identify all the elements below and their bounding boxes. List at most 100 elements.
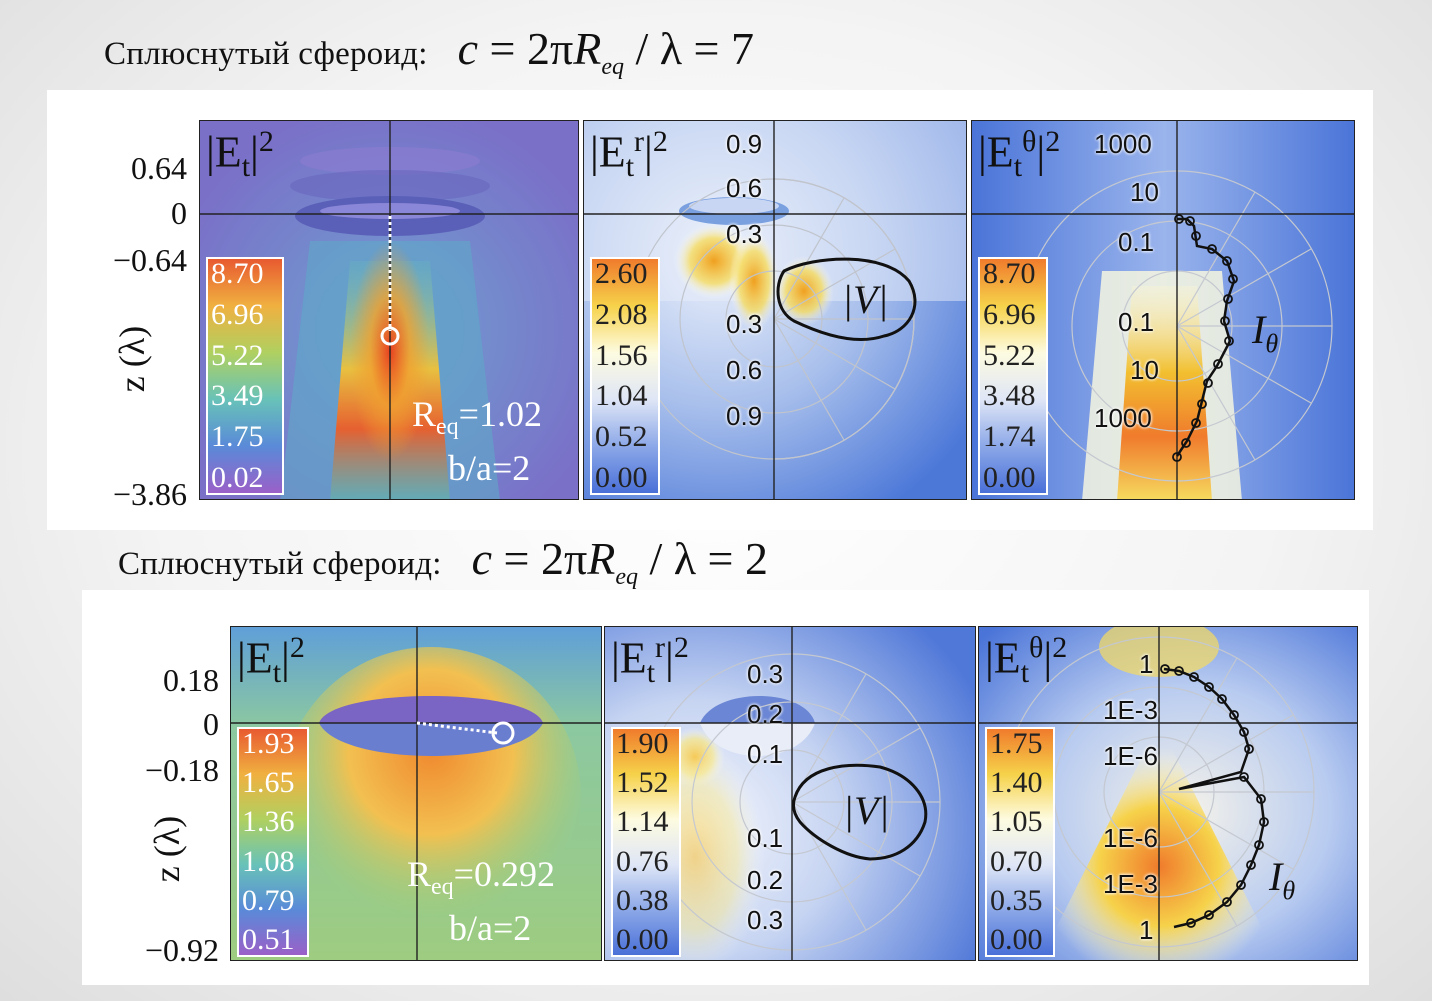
colorbar-value: 5.22	[983, 338, 1036, 372]
ba-annotation: b/a=2	[448, 448, 531, 488]
colorbar-value: 1.75	[211, 420, 264, 454]
field-panel-theta: |Etθ|2 8.70 6.96 5.22 3.48 1.74 0.00 100…	[971, 120, 1355, 500]
y-tick: 0	[203, 706, 219, 742]
polar-tick: 1000	[1094, 129, 1152, 159]
polar-tick: 1E-6	[1103, 741, 1158, 771]
bottom-title: Сплюснутый сфероид: c = 2πReq / λ = 2	[118, 532, 768, 591]
colorbar-value: 1.93	[242, 727, 295, 760]
polar-tick: 0.2	[747, 699, 784, 729]
polar-tick: 0.6	[726, 173, 763, 203]
panel-title: |Etθ|2	[985, 631, 1068, 690]
polar-tick: 1E-6	[1103, 823, 1158, 853]
panel-title: |Et|2	[237, 631, 305, 690]
colorbar-value: 8.70	[983, 257, 1036, 290]
colorbar-value: 1.08	[242, 844, 295, 878]
colorbar-value: 0.00	[616, 922, 669, 956]
colorbar-value: 1.52	[616, 766, 669, 800]
colorbar: 8.70 6.96 5.22 3.49 1.75 0.02	[206, 257, 284, 495]
colorbar-value: 0.76	[616, 844, 669, 878]
y-tick: −0.92	[144, 932, 219, 968]
y-tick: −0.18	[144, 752, 219, 788]
colorbar-value: 2.60	[595, 257, 648, 290]
colorbar: 1.75 1.40 1.05 0.70 0.35 0.00	[985, 727, 1055, 957]
y-tick: −3.86	[112, 476, 187, 512]
bottom-title-label: Сплюснутый сфероид:	[118, 546, 442, 582]
field-map	[584, 121, 966, 499]
figure-c7: 0.64 0 −0.64 −3.86 z (λ)	[47, 90, 1373, 530]
curve-label: |V|	[843, 788, 890, 833]
polar-tick: 1	[1139, 915, 1154, 945]
polar-tick: 1000	[1094, 403, 1152, 433]
polar-tick: 1E-3	[1103, 869, 1158, 899]
colorbar-value: 6.96	[983, 297, 1036, 331]
field-panel-theta: |Etθ|2 1.75 1.40 1.05 0.70 0.35 0.00 1 1…	[978, 626, 1358, 961]
field-panel-total: |Et|2 1.93 1.65 1.36 1.08 0.79 0.51 Req=…	[230, 626, 602, 961]
colorbar-value: 1.65	[242, 766, 295, 800]
bottom-title-equation: c = 2πReq / λ = 2	[471, 533, 768, 591]
z-axis-label: z (λ)	[112, 325, 153, 393]
curve-label: Iθ	[1252, 307, 1279, 358]
y-tick: 0.64	[131, 150, 187, 186]
polar-tick: 10	[1130, 177, 1159, 207]
polar-tick: 0.9	[726, 129, 763, 159]
colorbar-value: 3.49	[211, 379, 264, 413]
colorbar: 8.70 6.96 5.22 3.48 1.74 0.00	[978, 257, 1048, 495]
colorbar-value: 1.75	[990, 727, 1043, 760]
polar-tick: 10	[1130, 355, 1159, 385]
field-panel-total: |Et|2 8.70 6.96 5.22 3.49 1.75 0.02 Req=…	[199, 120, 579, 500]
panel-title: |Etr|2	[590, 125, 668, 184]
top-title-label: Сплюснутый сфероид:	[104, 36, 428, 72]
polar-tick: 0.6	[726, 355, 763, 385]
colorbar-value: 1.40	[990, 766, 1043, 800]
curve-label: Iθ	[1269, 854, 1296, 905]
y-tick: −0.64	[112, 242, 187, 278]
polar-tick: 0.3	[747, 905, 784, 935]
req-annotation: Req=0.292	[407, 854, 555, 901]
curve-label: |V|	[842, 277, 889, 322]
polar-tick: 0.3	[726, 219, 763, 249]
colorbar-value: 3.48	[983, 379, 1036, 413]
colorbar-value: 0.70	[990, 844, 1043, 878]
colorbar-value: 1.04	[595, 379, 648, 413]
colorbar-value: 0.51	[242, 922, 295, 956]
panel-title: |Etθ|2	[978, 125, 1061, 184]
figure-c2: 0.18 0 −0.18 −0.92 z (λ) |Et|2 1	[82, 590, 1369, 985]
y-tick: 0	[171, 195, 187, 231]
colorbar-value: 5.22	[211, 338, 264, 372]
top-title: Сплюснутый сфероид: c = 2πReq / λ = 7	[104, 22, 754, 81]
polar-tick: 0.2	[747, 865, 784, 895]
polar-tick: 1E-3	[1103, 695, 1158, 725]
colorbar-value: 1.36	[242, 805, 295, 839]
colorbar-value: 8.70	[211, 257, 264, 290]
colorbar-value: 0.00	[595, 460, 648, 494]
top-title-equation: c = 2πReq / λ = 7	[457, 23, 754, 81]
z-axis-label: z (λ)	[147, 815, 188, 883]
colorbar-value: 1.14	[616, 805, 669, 839]
colorbar-value: 6.96	[211, 297, 264, 331]
colorbar: 1.93 1.65 1.36 1.08 0.79 0.51	[237, 727, 309, 957]
colorbar-value: 0.52	[595, 420, 648, 454]
colorbar-value: 0.35	[990, 883, 1043, 917]
polar-tick: 1	[1139, 649, 1154, 679]
y-tick: 0.18	[163, 662, 219, 698]
colorbar-value: 2.08	[595, 297, 648, 331]
colorbar-value: 0.38	[616, 883, 669, 917]
field-panel-radial: |Etr|2 2.60 2.08 1.56 1.04 0.52 0.00 0.9…	[583, 120, 967, 500]
polar-tick: 0.9	[726, 401, 763, 431]
colorbar-value: 0.79	[242, 883, 295, 917]
panel-title: |Etr|2	[611, 631, 689, 690]
colorbar-value: 0.00	[990, 922, 1043, 956]
req-annotation: Req=1.02	[412, 394, 542, 441]
colorbar: 1.90 1.52 1.14 0.76 0.38 0.00	[611, 727, 681, 957]
colorbar-value: 0.02	[211, 460, 264, 494]
polar-tick: 0.3	[747, 659, 784, 689]
polar-tick: 0.1	[747, 739, 784, 769]
colorbar-value: 1.90	[616, 727, 669, 760]
polar-tick: 0.1	[747, 823, 784, 853]
polar-tick: 0.3	[726, 309, 763, 339]
polar-tick: 0.1	[1118, 307, 1155, 337]
field-panel-radial: |Etr|2 1.90 1.52 1.14 0.76 0.38 0.00 0.3…	[604, 626, 976, 961]
colorbar-value: 1.74	[983, 420, 1036, 454]
polar-tick: 0.1	[1118, 227, 1155, 257]
colorbar-value: 0.00	[983, 460, 1036, 494]
